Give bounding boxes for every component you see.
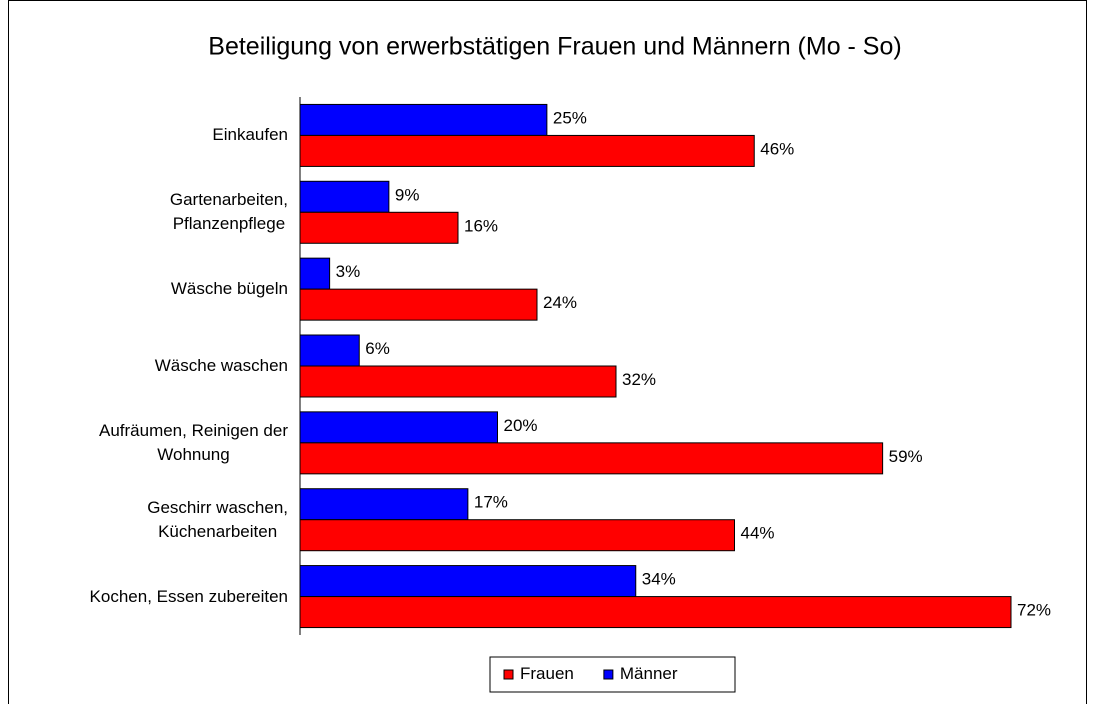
bar: [299, 103, 548, 136]
value-label: 16%: [464, 216, 498, 235]
category-label: Gartenarbeiten, Pflanzenpflege: [169, 190, 288, 234]
bar: [299, 334, 360, 367]
bar: [299, 211, 459, 244]
value-label: 3%: [336, 262, 361, 281]
category-label: Wäsche bügeln: [170, 279, 288, 299]
value-label: 24%: [543, 293, 577, 312]
bar: [299, 488, 469, 521]
bar: [299, 288, 538, 321]
value-label: 44%: [741, 524, 775, 543]
bar: [299, 442, 884, 475]
bar: [299, 365, 617, 398]
chart-title: Beteiligung von erwerbstätigen Frauen un…: [208, 33, 901, 61]
value-label: 9%: [395, 185, 420, 204]
legend-swatch: [603, 669, 614, 680]
value-label: 17%: [474, 493, 508, 512]
category-label: Geschirr waschen, Küchenarbeiten: [147, 497, 288, 541]
legend-label: Frauen: [520, 664, 574, 683]
value-label: 59%: [889, 447, 923, 466]
value-label: 72%: [1017, 601, 1051, 620]
value-label: 25%: [553, 108, 587, 127]
legend-swatch: [503, 669, 514, 680]
value-label: 32%: [622, 370, 656, 389]
category-label: Aufräumen, Reinigen der Wohnung: [98, 420, 288, 464]
legend-label: Männer: [620, 664, 678, 683]
bar: [299, 180, 390, 213]
value-label: 20%: [504, 416, 538, 435]
category-label: Kochen, Essen zubereiten: [89, 586, 288, 606]
value-label: 6%: [365, 339, 390, 358]
bar: [299, 257, 331, 290]
value-label: 46%: [760, 139, 794, 158]
value-label: 34%: [642, 570, 676, 589]
bar: [299, 411, 498, 444]
category-label: Einkaufen: [212, 125, 288, 145]
bar: [299, 134, 755, 167]
bar: [299, 519, 735, 552]
bar: [299, 596, 1012, 629]
category-label: Wäsche waschen: [154, 356, 288, 375]
bar: [299, 565, 637, 598]
